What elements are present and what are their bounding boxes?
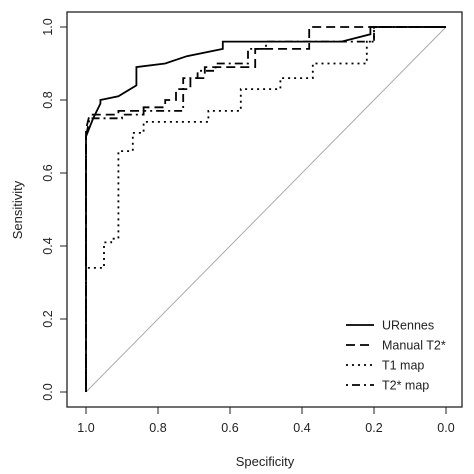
y-tick-label: 0.8 [41,91,55,108]
legend-label: T2* map [382,379,429,393]
reference-diagonal-line [85,26,447,393]
y-tick-label: 1.0 [41,18,55,35]
x-tick-label: 0.8 [149,421,166,435]
series-line-t2-map [85,26,446,392]
x-tick-label: 0.0 [437,421,454,435]
y-tick-label: 0.2 [41,310,55,327]
x-tick-label: 1.0 [77,421,94,435]
series-line-urennes [85,26,446,392]
x-tick-label: 0.6 [221,421,238,435]
series-layer [85,26,446,392]
y-axis-title: Sensitivity [10,180,25,239]
series-line-manual-t2 [85,26,446,392]
y-axis: 0.0 0.2 0.4 0.6 0.8 1.0 [41,18,68,401]
y-tick-label: 0.0 [41,383,55,400]
y-tick-label: 0.4 [41,237,55,254]
x-tick-label: 0.4 [293,421,310,435]
legend-label: T1 map [382,359,424,373]
x-axis: 1.0 0.8 0.6 0.4 0.2 0.0 [77,406,455,435]
legend-label: Manual T2* [382,339,446,353]
x-axis-title: Specificity [236,454,295,469]
y-tick-label: 0.6 [41,164,55,181]
series-line-t1-map [85,26,446,392]
legend: URennes Manual T2* T1 map T2* map [346,319,446,393]
reference-line-layer [85,26,447,393]
x-tick-label: 0.2 [365,421,382,435]
legend-label: URennes [382,319,434,333]
